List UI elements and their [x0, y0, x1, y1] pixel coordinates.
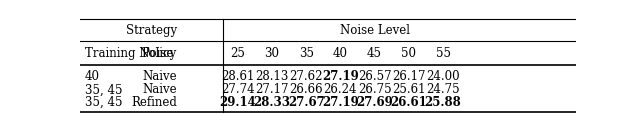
Text: Naive: Naive [142, 70, 177, 83]
Text: 27.69: 27.69 [356, 96, 393, 109]
Text: Noise Level: Noise Level [340, 24, 410, 37]
Text: 27.74: 27.74 [221, 83, 255, 96]
Text: 55: 55 [436, 47, 451, 60]
Text: Training Noise: Training Noise [85, 47, 173, 60]
Text: Policy: Policy [141, 47, 177, 60]
Text: 29.14: 29.14 [220, 96, 256, 109]
Text: 27.17: 27.17 [255, 83, 289, 96]
Text: 26.75: 26.75 [358, 83, 392, 96]
Text: 26.17: 26.17 [392, 70, 426, 83]
Text: 28.13: 28.13 [255, 70, 289, 83]
Text: 28.61: 28.61 [221, 70, 255, 83]
Text: 26.57: 26.57 [358, 70, 392, 83]
Text: 30: 30 [264, 47, 280, 60]
Text: 27.19: 27.19 [322, 96, 359, 109]
Text: 26.61: 26.61 [390, 96, 428, 109]
Text: 35, 45: 35, 45 [85, 83, 122, 96]
Text: 40: 40 [85, 70, 100, 83]
Text: 45: 45 [367, 47, 382, 60]
Text: 27.19: 27.19 [322, 70, 359, 83]
Text: Naive: Naive [142, 83, 177, 96]
Text: 24.75: 24.75 [426, 83, 460, 96]
Text: 35, 45: 35, 45 [85, 96, 122, 109]
Text: 25.61: 25.61 [392, 83, 426, 96]
Text: 35: 35 [299, 47, 314, 60]
Text: 26.24: 26.24 [324, 83, 357, 96]
Text: 28.33: 28.33 [253, 96, 291, 109]
Text: 24.00: 24.00 [426, 70, 460, 83]
Text: Strategy: Strategy [126, 24, 177, 37]
Text: 40: 40 [333, 47, 348, 60]
Text: 25.88: 25.88 [425, 96, 461, 109]
Text: 50: 50 [401, 47, 417, 60]
Text: 25: 25 [230, 47, 245, 60]
Text: 27.67: 27.67 [288, 96, 324, 109]
Text: 27.62: 27.62 [289, 70, 323, 83]
Text: Refined: Refined [131, 96, 177, 109]
Text: 26.66: 26.66 [289, 83, 323, 96]
